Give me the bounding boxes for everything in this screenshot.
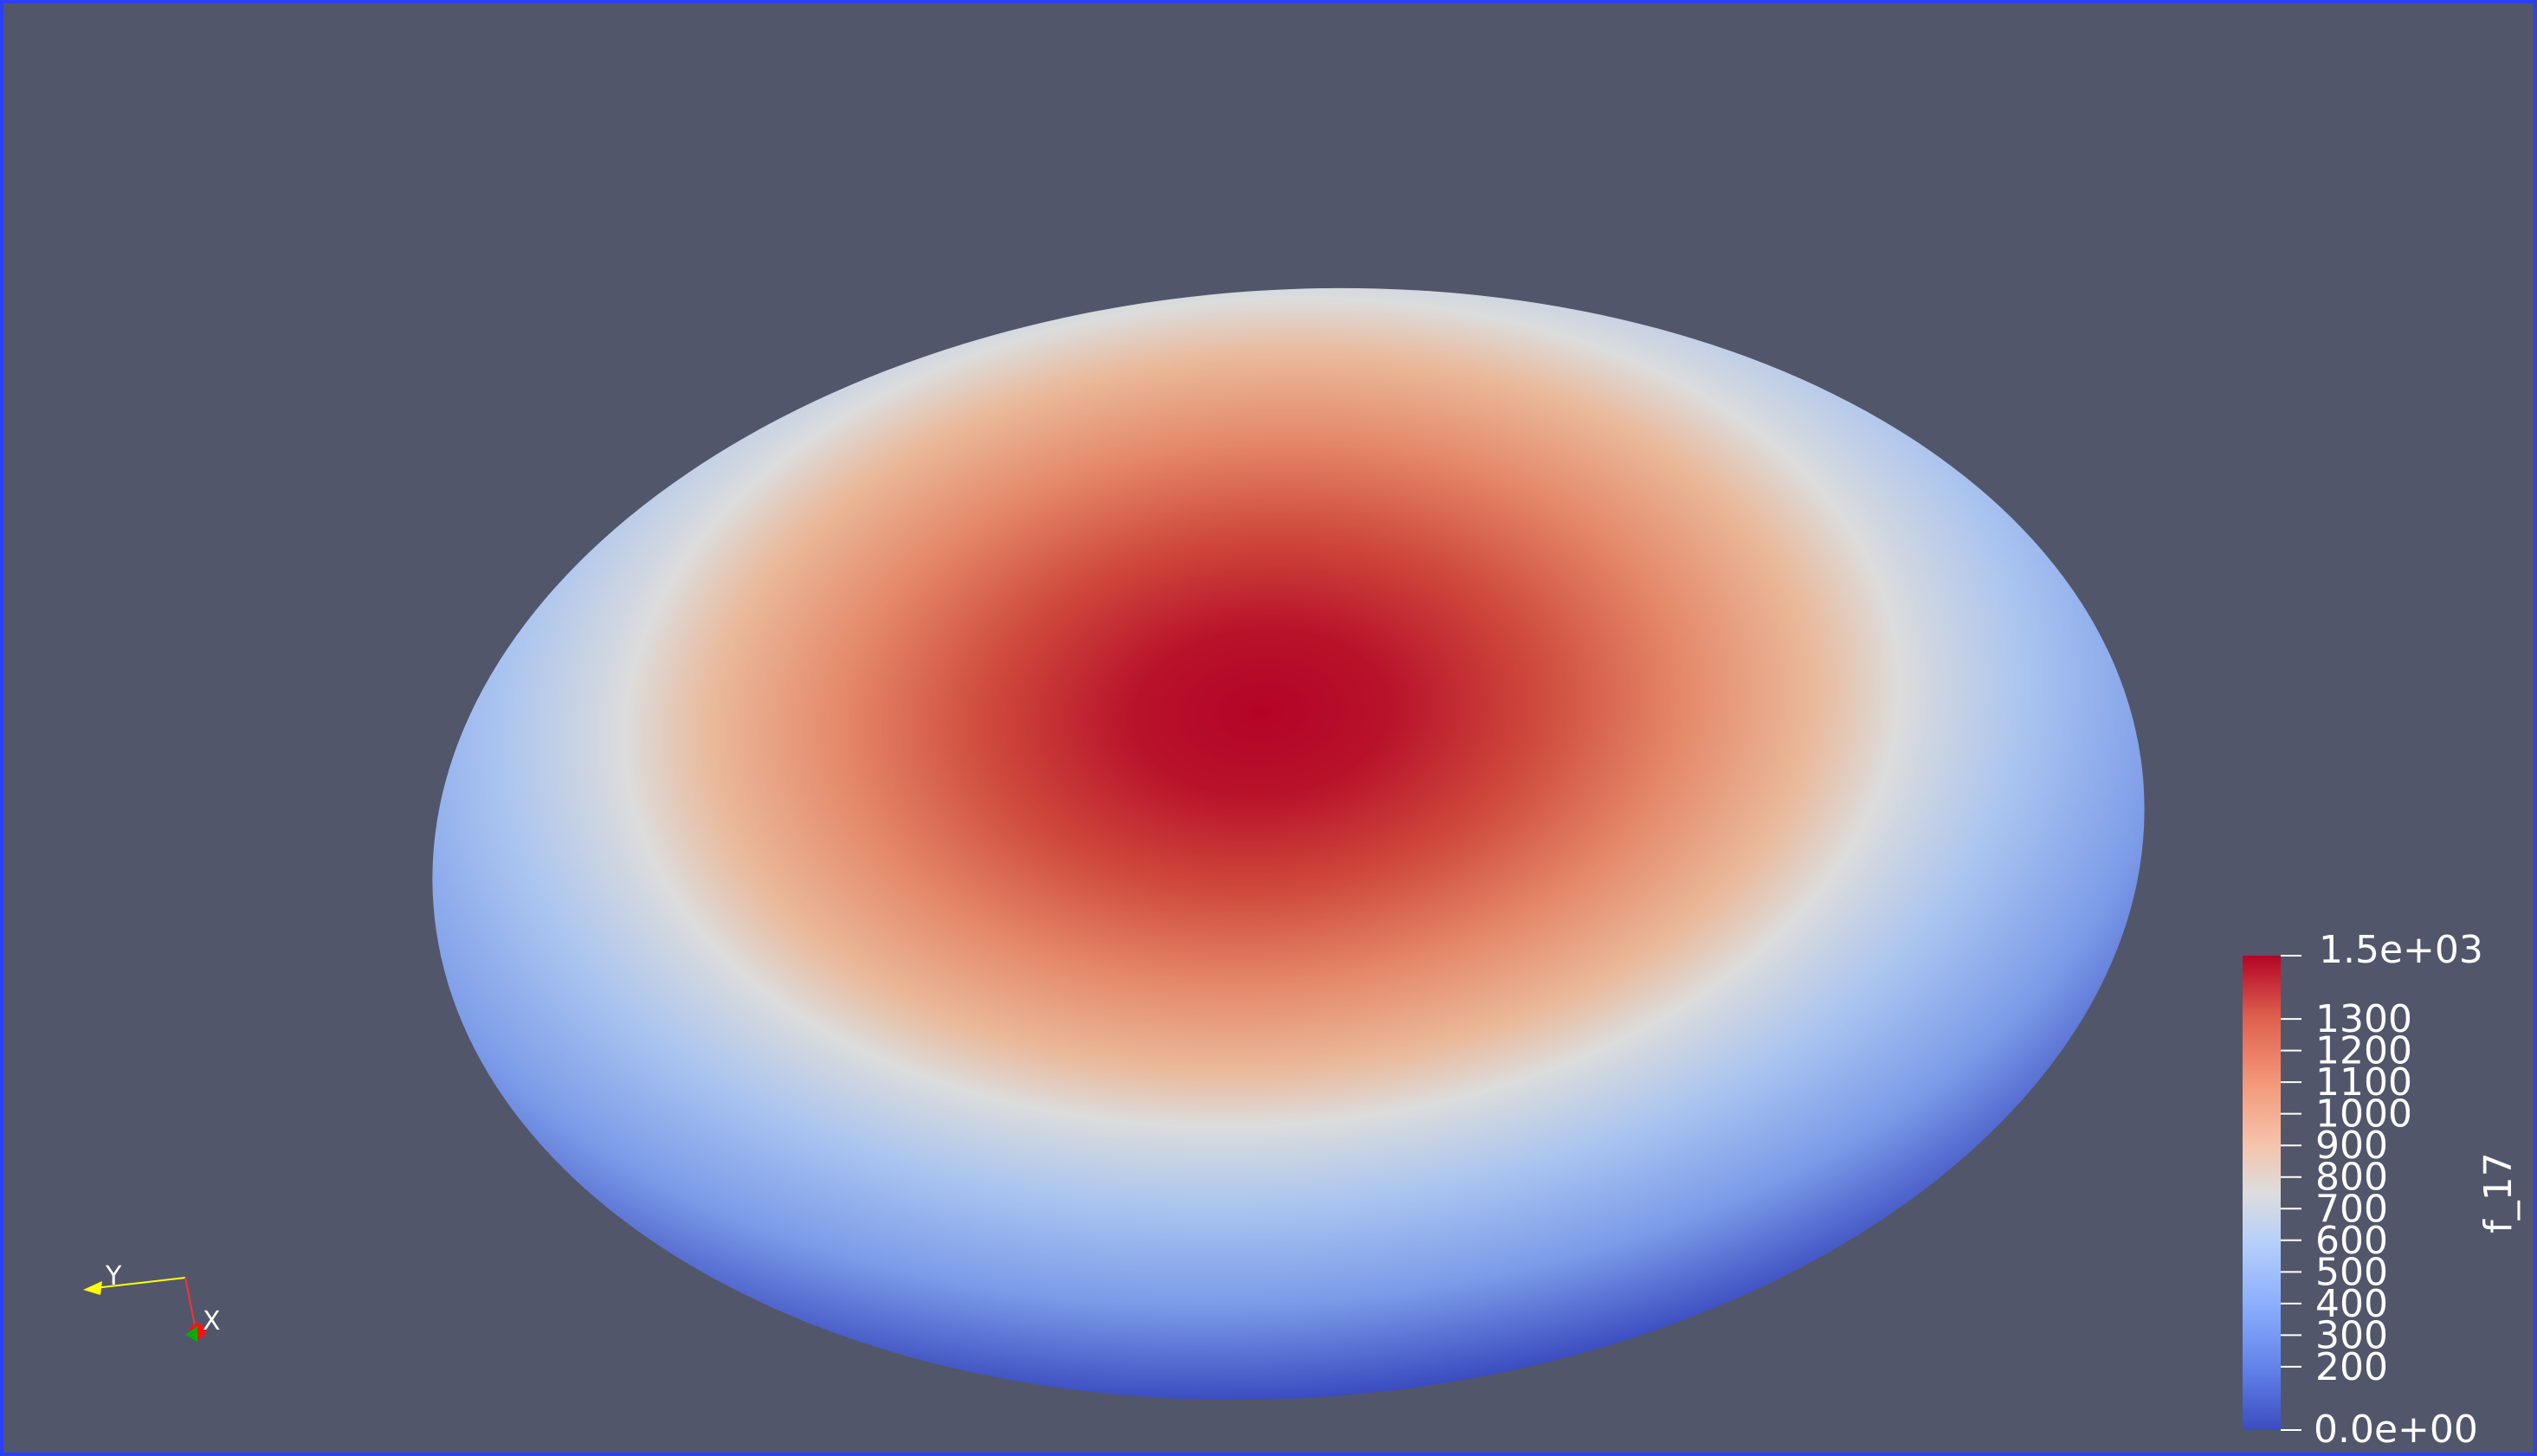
y-axis-arrow-icon	[83, 1281, 102, 1295]
colorbar-tick-label: 1300	[2315, 997, 2412, 1041]
axis-label-y: Y	[105, 1261, 122, 1292]
colorbar-min-label: 0.0e+00	[2314, 1408, 2478, 1452]
orientation-axes-widget[interactable]: Y X	[83, 1261, 221, 1342]
x-axis-line	[184, 1277, 197, 1330]
z-axis-arrow-icon	[185, 1326, 197, 1342]
colorbar-title: f_17	[2476, 1152, 2521, 1233]
colorbar-tick-label: 700	[2315, 1187, 2388, 1231]
axis-label-x: X	[203, 1306, 221, 1337]
colorbar-tick-label: 600	[2315, 1219, 2388, 1263]
colorbar-gradient	[2243, 956, 2281, 1430]
colorbar-tick-label: 1200	[2315, 1029, 2412, 1073]
scene-svg[interactable]: 2003004005006007008009001000110012001300…	[3, 3, 2534, 1453]
y-axis-line	[94, 1277, 186, 1289]
colorbar-tick-label: 1100	[2315, 1060, 2412, 1105]
colorbar-tick-label: 1000	[2315, 1092, 2412, 1137]
scalar-colorbar[interactable]: 2003004005006007008009001000110012001300…	[2243, 928, 2521, 1452]
field-surface[interactable]	[395, 232, 2182, 1453]
colorbar-tick-label: 300	[2315, 1313, 2388, 1357]
colorbar-tick-label: 800	[2315, 1156, 2388, 1200]
colorbar-tick-label: 500	[2315, 1250, 2388, 1294]
colorbar-tick-label: 200	[2315, 1345, 2388, 1389]
colorbar-tick-label: 900	[2315, 1124, 2388, 1168]
ellipse-mesh[interactable]	[395, 232, 2182, 1453]
colorbar-tick-label: 400	[2315, 1282, 2388, 1326]
colorbar-max-label: 1.5e+03	[2319, 928, 2483, 972]
